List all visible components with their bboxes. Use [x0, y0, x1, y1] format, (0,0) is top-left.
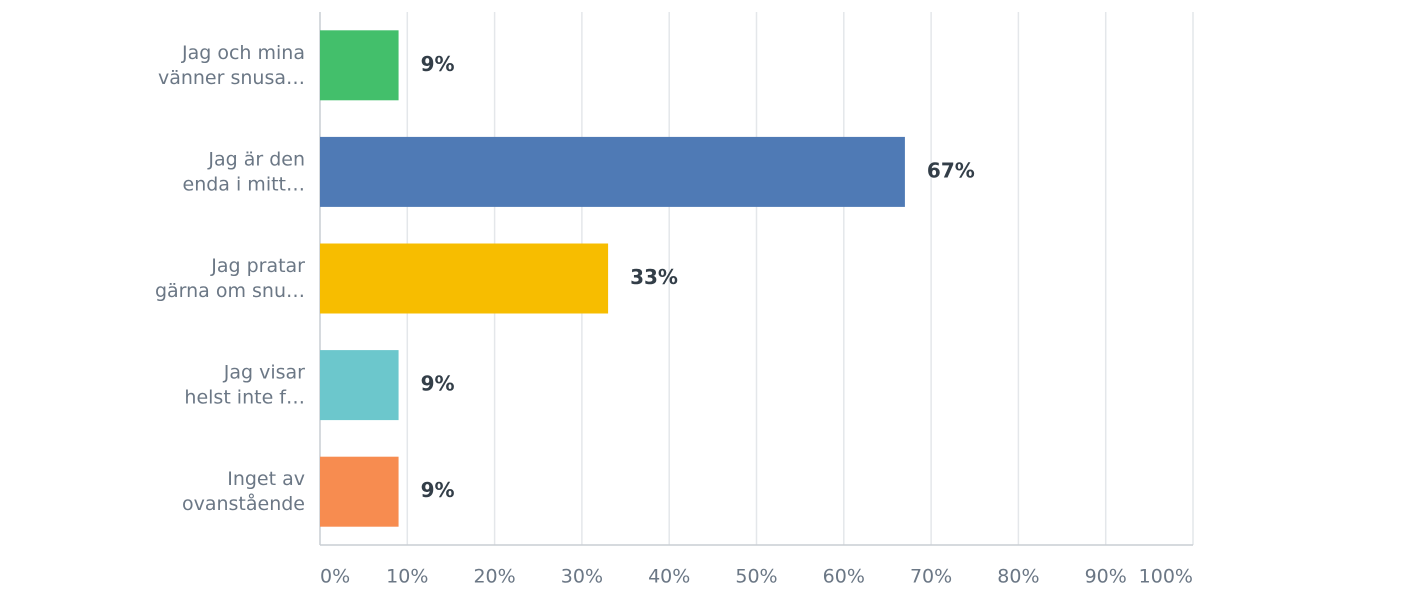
x-tick-label: 0%	[320, 566, 350, 588]
x-tick-label: 30%	[561, 566, 603, 588]
y-tick-label: Jag och mina vänner snusa…	[158, 41, 305, 88]
bar	[320, 30, 399, 101]
y-tick-label: Jag pratar gärna om snu…	[155, 255, 305, 302]
value-label: 9%	[421, 478, 455, 502]
y-tick-label: Jag är den enda i mitt…	[183, 148, 305, 195]
x-tick-label: 80%	[997, 566, 1039, 588]
x-tick-label: 70%	[910, 566, 952, 588]
bar	[320, 243, 609, 314]
x-tick-label: 50%	[735, 566, 777, 588]
x-tick-label: 90%	[1085, 566, 1127, 588]
value-label: 33%	[630, 265, 678, 289]
value-label: 9%	[421, 372, 455, 396]
bar	[320, 136, 905, 207]
bar	[320, 350, 399, 421]
bar	[320, 456, 399, 527]
value-label: 67%	[927, 158, 975, 182]
x-tick-label: 10%	[386, 566, 428, 588]
y-tick-label: Jag visar helst inte f…	[184, 361, 305, 408]
value-label: 9%	[421, 52, 455, 76]
x-tick-label: 40%	[648, 566, 690, 588]
x-tick-label: 60%	[823, 566, 865, 588]
y-tick-label: Inget av ovanstående	[182, 468, 305, 515]
x-tick-label: 100%	[1139, 566, 1193, 588]
x-tick-label: 20%	[473, 566, 515, 588]
